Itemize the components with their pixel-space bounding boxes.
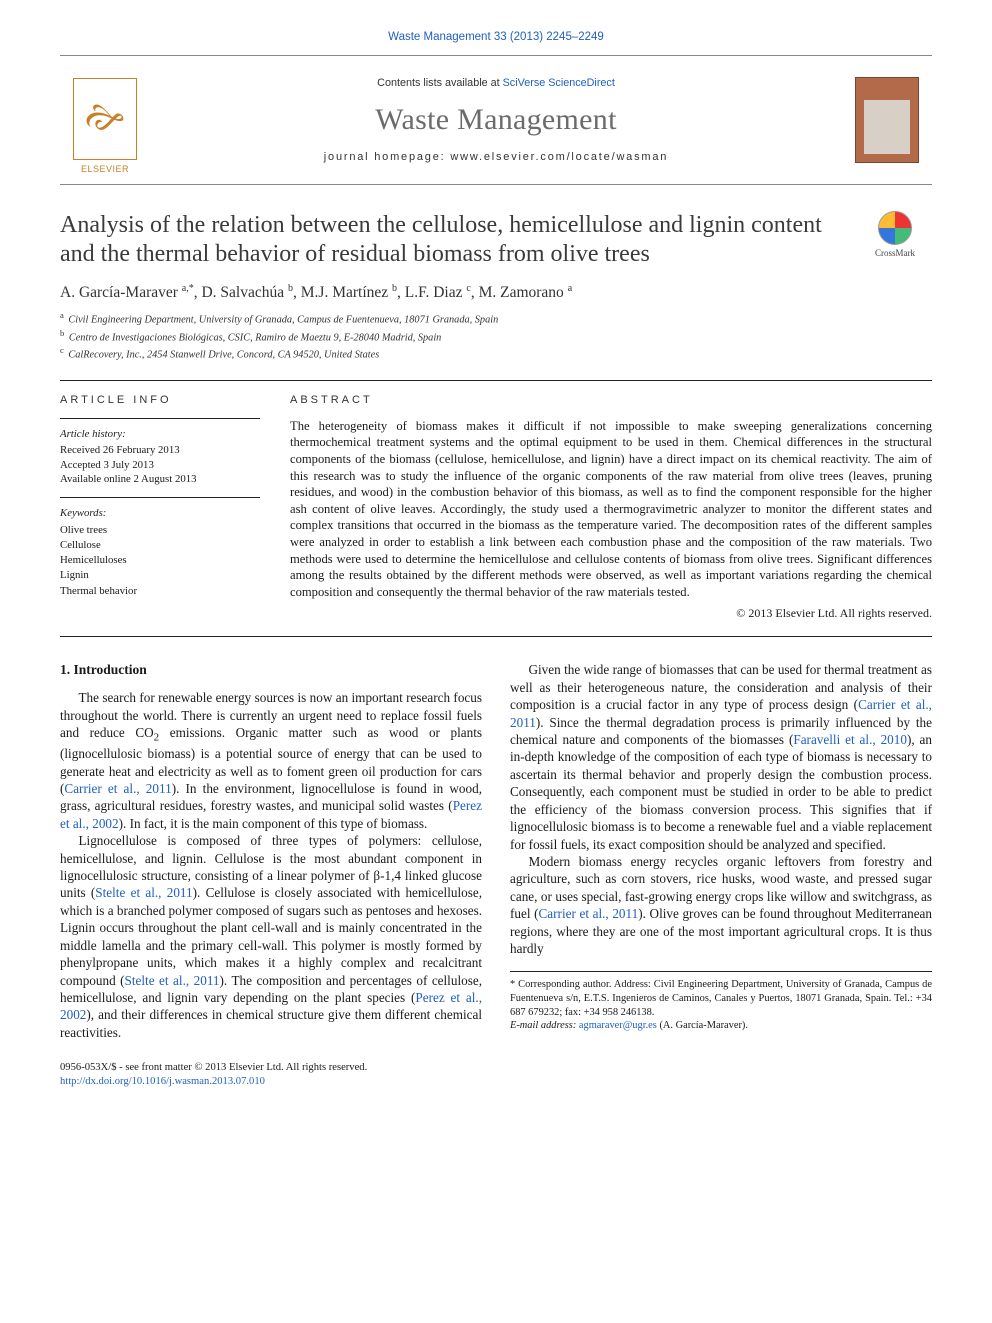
- article-info-heading: ARTICLE INFO: [60, 393, 260, 408]
- history-online: Available online 2 August 2013: [60, 472, 260, 487]
- affiliations: a Civil Engineering Department, Universi…: [60, 310, 932, 362]
- body-text: ). In fact, it is the main component of …: [119, 816, 428, 831]
- keywords-label: Keywords:: [60, 506, 260, 521]
- journal-masthead: 🙚 ELSEVIER Contents lists available at S…: [60, 55, 932, 185]
- body-paragraph: Given the wide range of biomasses that c…: [510, 661, 932, 853]
- cover-icon: [855, 77, 919, 163]
- crossmark-icon: [878, 211, 912, 245]
- body-paragraph: Modern biomass energy recycles organic l…: [510, 853, 932, 958]
- contents-prefix: Contents lists available at: [377, 77, 502, 89]
- email-label: E-mail address:: [510, 1020, 579, 1031]
- keyword: Olive trees: [60, 523, 260, 538]
- doi-link[interactable]: http://dx.doi.org/10.1016/j.wasman.2013.…: [60, 1076, 265, 1087]
- homepage-url[interactable]: www.elsevier.com/locate/wasman: [450, 151, 668, 163]
- journal-title: Waste Management: [150, 100, 842, 140]
- corr-label: * Corresponding author.: [510, 979, 614, 990]
- publisher-logo[interactable]: 🙚 ELSEVIER: [60, 56, 150, 184]
- issn-line: 0956-053X/$ - see front matter © 2013 El…: [60, 1061, 367, 1075]
- running-header: Waste Management 33 (2013) 2245–2249: [60, 30, 932, 45]
- divider: [60, 380, 932, 381]
- article-title: Analysis of the relation between the cel…: [60, 211, 844, 270]
- history-received: Received 26 February 2013: [60, 443, 260, 458]
- abstract-text: The heterogeneity of biomass makes it di…: [290, 418, 932, 601]
- article-info-column: ARTICLE INFO Article history: Received 2…: [60, 393, 260, 622]
- divider: [60, 636, 932, 637]
- publisher-name: ELSEVIER: [73, 164, 137, 176]
- author-list: A. García-Maraver a,*, D. Salvachúa b, M…: [60, 282, 932, 304]
- citation-link[interactable]: Carrier et al., 2011: [539, 906, 639, 921]
- keyword: Thermal behavior: [60, 584, 260, 599]
- citation-link[interactable]: Faravelli et al., 2010: [793, 732, 907, 747]
- body-text: ), and their differences in chemical str…: [60, 1007, 482, 1039]
- body-paragraph: Lignocellulose is composed of three type…: [60, 832, 482, 1041]
- body-paragraph: The search for renewable energy sources …: [60, 689, 482, 832]
- crossmark-label: CrossMark: [875, 248, 915, 258]
- article-body: 1. Introduction The search for renewable…: [60, 661, 932, 1041]
- corr-email-after: (A. García-Maraver).: [657, 1020, 748, 1031]
- keyword: Lignin: [60, 568, 260, 583]
- corr-email-link[interactable]: agmaraver@ugr.es: [579, 1020, 657, 1031]
- homepage-prefix: journal homepage:: [324, 151, 451, 163]
- history-accepted: Accepted 3 July 2013: [60, 458, 260, 473]
- affiliation: c CalRecovery, Inc., 2454 Stanwell Drive…: [60, 345, 932, 362]
- elsevier-tree-icon: 🙚: [73, 78, 137, 160]
- history-label: Article history:: [60, 427, 260, 442]
- abstract-column: ABSTRACT The heterogeneity of biomass ma…: [290, 393, 932, 622]
- keyword: Cellulose: [60, 538, 260, 553]
- abstract-copyright: © 2013 Elsevier Ltd. All rights reserved…: [290, 606, 932, 622]
- citation-link[interactable]: Waste Management 33 (2013) 2245–2249: [388, 31, 604, 43]
- citation-link[interactable]: Stelte et al., 2011: [95, 885, 192, 900]
- abstract-heading: ABSTRACT: [290, 393, 932, 408]
- keyword: Hemicelluloses: [60, 553, 260, 568]
- citation-link[interactable]: Carrier et al., 2011: [64, 781, 171, 796]
- contents-available-line: Contents lists available at SciVerse Sci…: [150, 76, 842, 90]
- affiliation: a Civil Engineering Department, Universi…: [60, 310, 932, 327]
- body-text: ), an in-depth knowledge of the composit…: [510, 732, 932, 852]
- corresponding-author-footnote: * Corresponding author. Address: Civil E…: [510, 971, 932, 1032]
- crossmark-badge[interactable]: CrossMark: [858, 211, 932, 260]
- citation-link[interactable]: Stelte et al., 2011: [125, 973, 220, 988]
- sciencedirect-link[interactable]: SciVerse ScienceDirect: [503, 77, 615, 89]
- section-heading-introduction: 1. Introduction: [60, 661, 482, 679]
- page-footer: 0956-053X/$ - see front matter © 2013 El…: [60, 1061, 932, 1089]
- journal-cover-thumbnail[interactable]: [842, 56, 932, 184]
- affiliation: b Centro de Investigaciones Biológicas, …: [60, 328, 932, 345]
- journal-homepage-line: journal homepage: www.elsevier.com/locat…: [150, 150, 842, 165]
